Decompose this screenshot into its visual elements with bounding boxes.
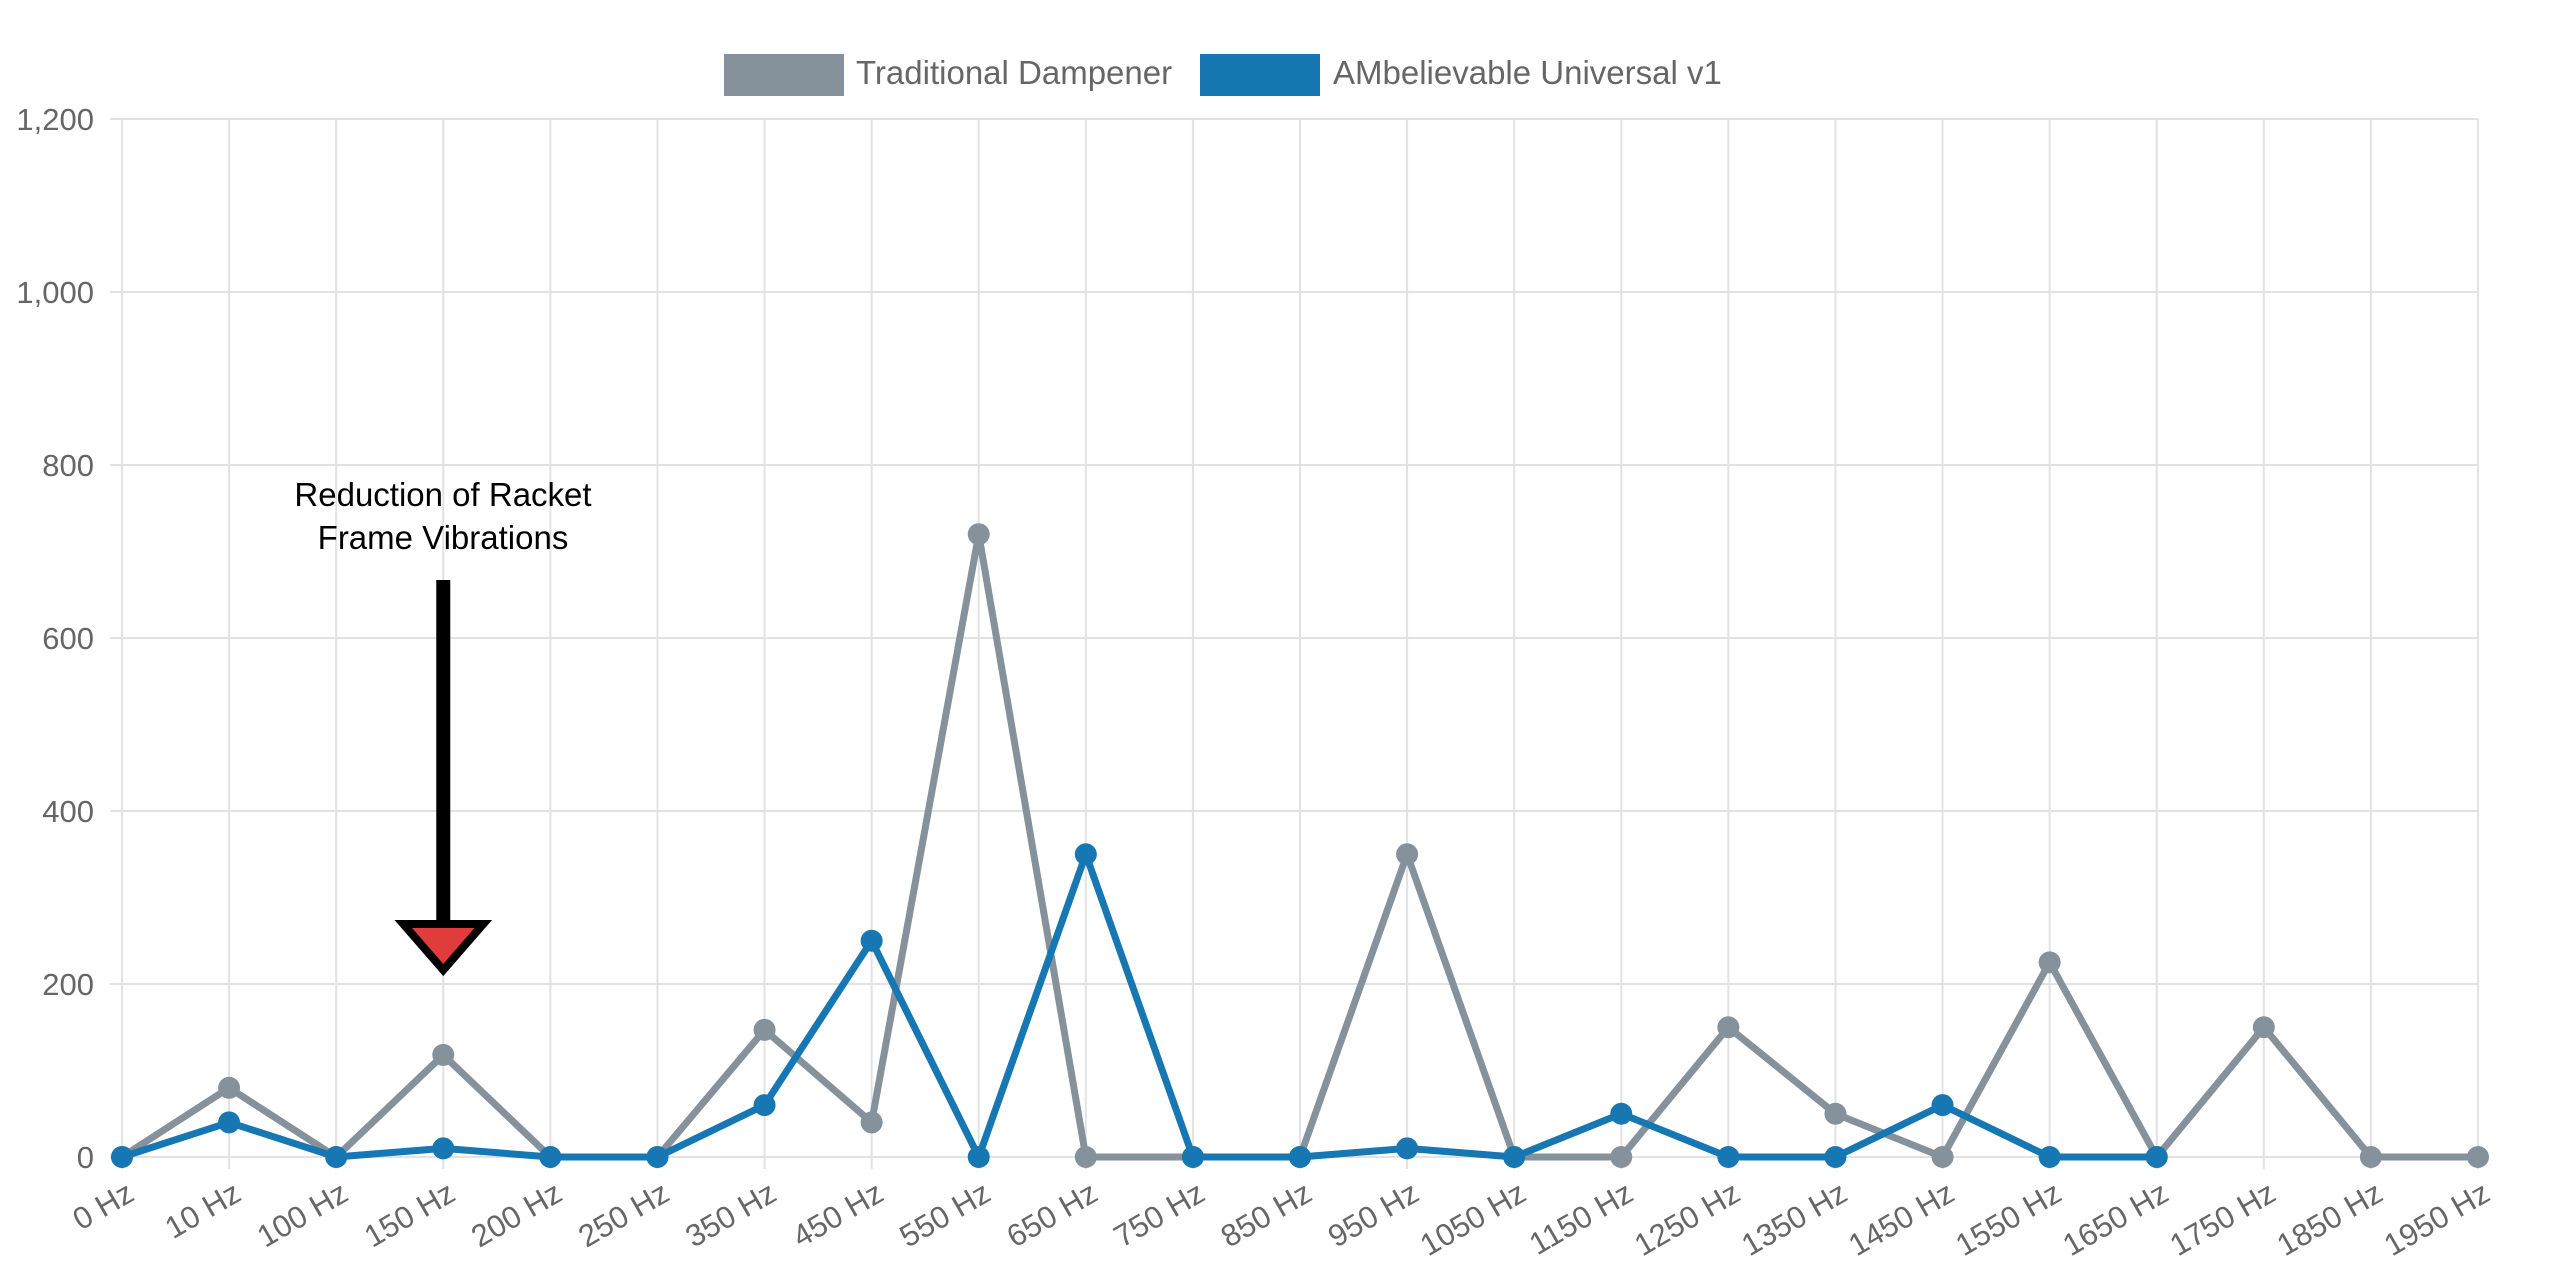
series-layer [111, 523, 2489, 1168]
data-point[interactable] [539, 1146, 562, 1168]
series-2 [111, 843, 2168, 1168]
data-point[interactable] [646, 1146, 669, 1168]
x-tick-label: 1250 Hz [1628, 1175, 1745, 1263]
data-point[interactable] [860, 929, 883, 952]
legend: Traditional Dampener AMbelievable Univers… [724, 54, 1722, 96]
x-tick-label: 1850 Hz [2271, 1175, 2388, 1263]
legend-label[interactable]: Traditional Dampener [856, 54, 1172, 91]
y-tick-label: 200 [42, 967, 94, 1002]
x-tick-label: 1450 Hz [1843, 1175, 1960, 1263]
x-tick-label: 150 Hz [358, 1175, 461, 1254]
y-axis-ticks: 0 200 400 600 800 1,000 1,200 [16, 102, 94, 1175]
data-point[interactable] [325, 1146, 348, 1168]
x-tick-label: 650 Hz [1001, 1175, 1104, 1254]
data-point[interactable] [1181, 1146, 1204, 1168]
data-point[interactable] [2038, 951, 2061, 974]
data-point[interactable] [218, 1076, 241, 1099]
data-point[interactable] [860, 1111, 883, 1134]
series-line [120, 850, 2157, 1161]
x-tick-label: 350 Hz [679, 1175, 782, 1254]
x-tick-label: 1750 Hz [2164, 1175, 2281, 1263]
data-point[interactable] [1717, 1016, 1740, 1039]
data-point[interactable] [1931, 1146, 1954, 1168]
y-tick-label: 1,200 [16, 102, 94, 137]
data-point[interactable] [1610, 1146, 1633, 1168]
data-point[interactable] [2145, 1146, 2168, 1168]
x-tick-label: 1950 Hz [2378, 1175, 2495, 1263]
data-point[interactable] [1074, 1146, 1097, 1168]
data-point[interactable] [1503, 1146, 1526, 1168]
legend-swatch[interactable] [1200, 54, 1320, 96]
annotation-arrow-head [394, 920, 493, 977]
data-point[interactable] [1717, 1146, 1740, 1168]
data-point[interactable] [2252, 1016, 2275, 1039]
x-tick-label: 1550 Hz [1950, 1175, 2067, 1263]
data-point[interactable] [111, 1146, 133, 1168]
data-point[interactable] [1289, 1146, 1311, 1168]
data-point[interactable] [2467, 1146, 2489, 1168]
grid-lines [110, 118, 2479, 1169]
data-point[interactable] [2038, 1146, 2061, 1168]
data-point[interactable] [753, 1018, 776, 1041]
data-point[interactable] [1931, 1094, 1954, 1117]
data-point[interactable] [753, 1094, 776, 1117]
legend-label[interactable]: AMbelievable Universal v1 [1333, 54, 1722, 91]
annotation-text-line2: Frame Vibrations [318, 519, 569, 556]
x-axis-ticks: 0 Hz 10 Hz 100 Hz 150 Hz 200 Hz 250 Hz 350 Hz 4… [67, 1175, 2496, 1263]
data-point[interactable] [1824, 1102, 1847, 1125]
x-tick-label: 100 Hz [251, 1175, 354, 1254]
data-point[interactable] [218, 1111, 241, 1134]
y-tick-label: 0 [77, 1140, 94, 1175]
data-point[interactable] [1396, 1137, 1419, 1160]
y-tick-label: 400 [42, 794, 94, 829]
x-tick-label: 450 Hz [787, 1175, 890, 1254]
data-point[interactable] [1610, 1102, 1633, 1125]
data-point[interactable] [1396, 843, 1419, 866]
legend-swatch[interactable] [724, 54, 844, 96]
y-tick-label: 1,000 [16, 275, 94, 310]
y-tick-label: 600 [42, 621, 94, 656]
x-tick-label: 1050 Hz [1414, 1175, 1531, 1263]
x-tick-label: 550 Hz [894, 1175, 997, 1254]
x-tick-label: 0 Hz [67, 1175, 140, 1237]
x-tick-label: 10 Hz [159, 1175, 247, 1246]
data-point[interactable] [2359, 1146, 2382, 1168]
x-tick-label: 1150 Hz [1523, 1175, 1639, 1262]
data-point[interactable] [432, 1043, 455, 1066]
x-tick-label: 200 Hz [465, 1175, 568, 1254]
annotation: Reduction of Racket Frame Vibrations [294, 476, 592, 977]
x-tick-label: 1650 Hz [2057, 1175, 2174, 1263]
annotation-text-line1: Reduction of Racket [294, 476, 591, 513]
data-point[interactable] [967, 1146, 990, 1168]
y-tick-label: 800 [42, 448, 94, 483]
data-point[interactable] [967, 523, 990, 546]
data-point[interactable] [1074, 843, 1097, 866]
data-point[interactable] [1824, 1146, 1847, 1168]
x-tick-label: 850 Hz [1215, 1175, 1318, 1254]
x-tick-label: 750 Hz [1108, 1175, 1211, 1254]
x-tick-label: 1350 Hz [1735, 1175, 1852, 1263]
x-tick-label: 250 Hz [572, 1175, 675, 1254]
x-tick-label: 950 Hz [1322, 1175, 1425, 1254]
data-point[interactable] [432, 1137, 455, 1160]
